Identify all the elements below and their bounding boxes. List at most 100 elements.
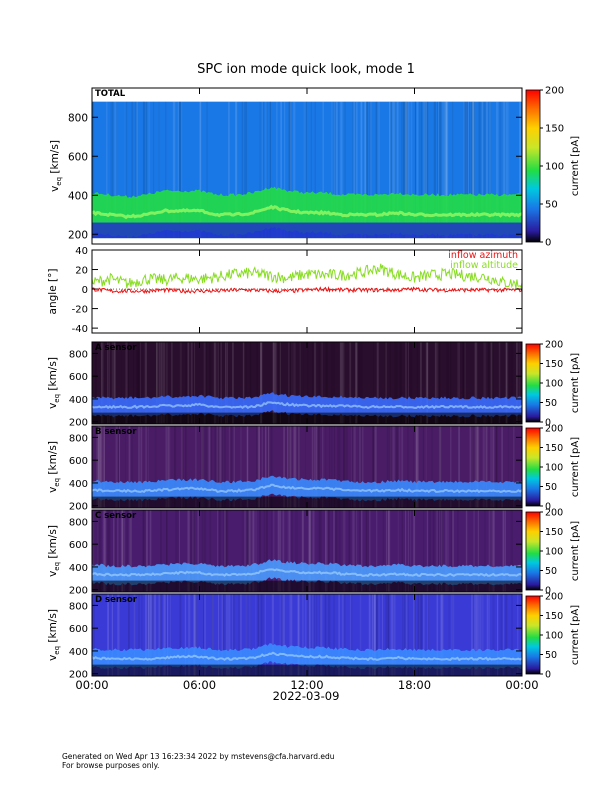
spectrogram-streak [302, 594, 304, 676]
spectrogram-streak [473, 510, 475, 592]
spectrogram-streak [177, 101, 179, 239]
spectrogram-streak [204, 594, 206, 676]
spectrogram-streak [171, 342, 173, 424]
spectrogram-streak [212, 594, 213, 676]
spectrogram-streak [165, 101, 167, 239]
spectrogram-streak [257, 426, 260, 508]
spectrogram-streak [474, 426, 477, 508]
spectrogram-streak [371, 594, 373, 676]
spectrogram-streak [481, 101, 484, 239]
spectrogram-streak [166, 342, 168, 424]
spectrogram-streak [191, 510, 193, 592]
spectrogram-streak [394, 342, 397, 424]
spectrogram-streak [405, 594, 407, 676]
spectrogram-streak [384, 342, 387, 424]
spectrogram-streak [485, 101, 488, 239]
spectrogram-streak [182, 426, 184, 508]
spectrogram-streak [272, 594, 274, 676]
spectrogram-streak [308, 594, 311, 676]
spectrogram-streak [147, 594, 150, 676]
y-tick-label: 400 [69, 395, 88, 406]
spectrogram-streak [223, 510, 225, 592]
colorbar-tick-label: 150 [545, 527, 563, 538]
colorbar-label: current [pA] [570, 605, 581, 665]
spectrogram-streak [320, 594, 323, 676]
spectrogram-streak [248, 594, 251, 676]
y-tick-label: 0 [82, 285, 88, 296]
spectrogram-streak [311, 426, 314, 508]
legend-entry: inflow altitude [450, 260, 518, 271]
spectrogram-streak [342, 510, 345, 592]
spectrogram-streak [230, 426, 233, 508]
spectrogram-streak [256, 594, 258, 676]
spectrogram-streak [416, 101, 419, 239]
spectrogram-streak [337, 426, 340, 508]
spectrogram-streak [501, 426, 503, 508]
y-axis-label: veq [km/s] [47, 609, 61, 661]
panel-label: B sensor [95, 427, 137, 437]
spectrogram-streak [110, 101, 112, 239]
spectrogram-streak [502, 594, 504, 676]
spectrogram-streak [102, 510, 106, 592]
colorbar-label: current [pA] [570, 437, 581, 497]
spectrogram-streak [436, 594, 439, 676]
spectrogram-streak [124, 101, 126, 239]
spectrogram-streak [216, 426, 218, 508]
spectrogram-streak [283, 594, 285, 676]
spectrogram-streak [419, 594, 422, 676]
spectrogram-streak [405, 101, 408, 239]
spectrogram-streak [269, 101, 272, 239]
spectrogram-streak [203, 426, 205, 508]
spectrogram-streak [428, 510, 431, 592]
spectrogram-streak [120, 510, 123, 592]
spectrogram-streak [288, 342, 290, 424]
spectrogram-streak [392, 426, 395, 508]
spectrogram-streak [519, 101, 521, 239]
spectrogram-streak [96, 510, 99, 592]
spectrogram-streak [131, 101, 134, 239]
spectrogram-streak [360, 510, 362, 592]
spectrogram-streak [279, 510, 282, 592]
spectrogram-streak [495, 426, 498, 508]
spectrogram-streak [264, 426, 267, 508]
spectrogram-streak [277, 510, 280, 592]
spectrogram-streak [373, 594, 376, 676]
spectrogram-streak [313, 342, 317, 424]
spectrogram-streak [373, 426, 375, 508]
spectrogram-streak [100, 342, 103, 424]
spectrogram-streak [209, 510, 212, 592]
spectrogram-streak [349, 594, 352, 676]
spectrogram-streak [166, 594, 168, 676]
spectrogram-streak [139, 342, 142, 424]
spectrogram-streak [142, 101, 145, 239]
spectrogram-streak [410, 101, 413, 239]
spectrogram-streak [228, 594, 231, 676]
spectrogram-streak [306, 101, 308, 239]
spectrogram-streak [301, 510, 304, 592]
spectrogram-streak [203, 342, 206, 424]
panel-label: A sensor [95, 343, 137, 353]
spectrogram-streak [350, 426, 352, 508]
spectrogram-streak [241, 101, 244, 239]
spectrogram-streak [245, 101, 247, 239]
spectrogram-streak [192, 510, 195, 592]
spectrogram-streak [117, 510, 119, 592]
spectrogram-streak [108, 342, 110, 424]
spectrogram-streak [467, 101, 469, 239]
spectrogram-streak [308, 510, 312, 592]
spectrogram-streak [520, 101, 522, 239]
spectrogram-streak [411, 342, 413, 424]
y-tick-label: 800 [69, 601, 88, 612]
spectrogram-streak [245, 342, 248, 424]
spectrogram-streak [282, 510, 285, 592]
spectrogram-streak [314, 101, 316, 239]
x-tick-label: 00:00 [505, 678, 538, 692]
spectrogram-streak [187, 342, 190, 424]
spectrogram-streak [145, 426, 147, 508]
spectrogram-streak [332, 510, 334, 592]
spectrogram-streak [344, 510, 346, 592]
spectrogram-streak [510, 342, 513, 424]
spectrogram-streak [281, 594, 284, 676]
spectrogram-streak [304, 101, 306, 239]
spectrogram-streak [423, 594, 425, 676]
